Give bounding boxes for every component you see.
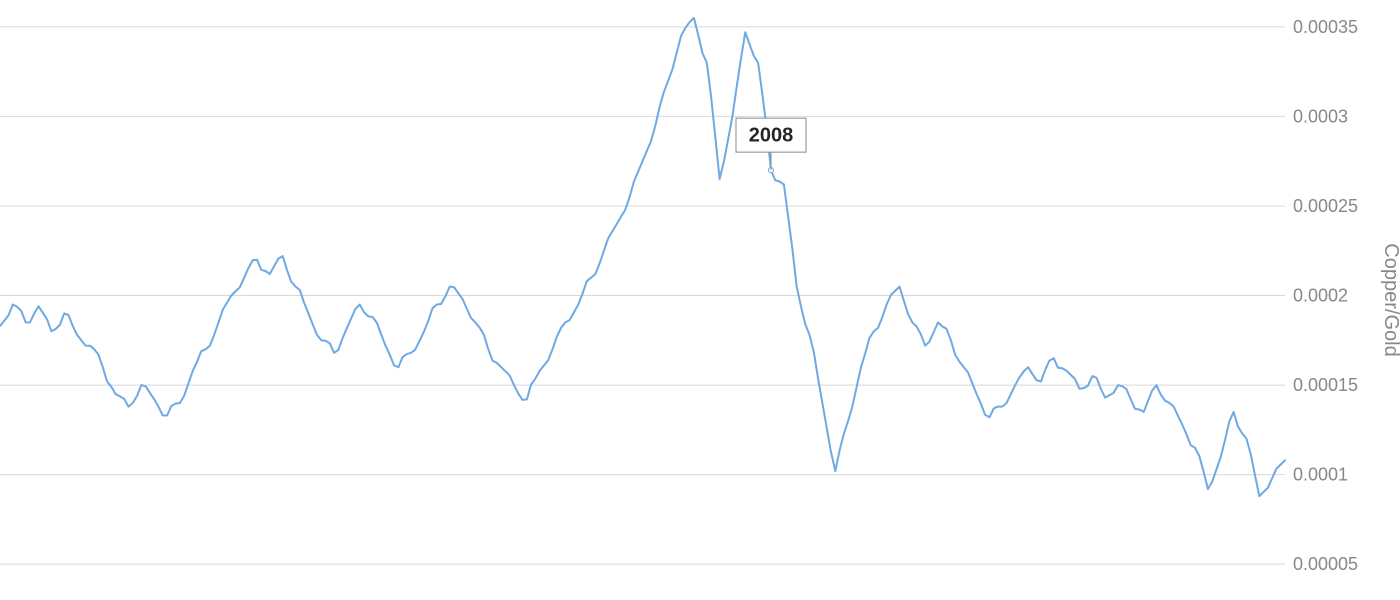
- annotation-label: 2008: [749, 124, 794, 146]
- y-tick-label: 0.00025: [1293, 196, 1358, 216]
- copper-gold-chart: 0.00005 0.0001 0.00015 0.0002 0.00025 0.0003 0…: [0, 0, 1400, 600]
- series-line-copper-gold: [0, 18, 1285, 496]
- y-tick-label: 0.0002: [1293, 286, 1348, 306]
- y-tick-label: 0.0001: [1293, 465, 1348, 485]
- y-tick-label: 0.00005: [1293, 554, 1358, 574]
- chart-svg: 0.00005 0.0001 0.00015 0.0002 0.00025 0.0003 0…: [0, 0, 1400, 600]
- y-tick-label: 0.00035: [1293, 17, 1358, 37]
- y-tick-label: 0.0003: [1293, 106, 1348, 126]
- y-axis-title: Copper/Gold: [1380, 243, 1400, 356]
- y-tick-label: 0.00015: [1293, 375, 1358, 395]
